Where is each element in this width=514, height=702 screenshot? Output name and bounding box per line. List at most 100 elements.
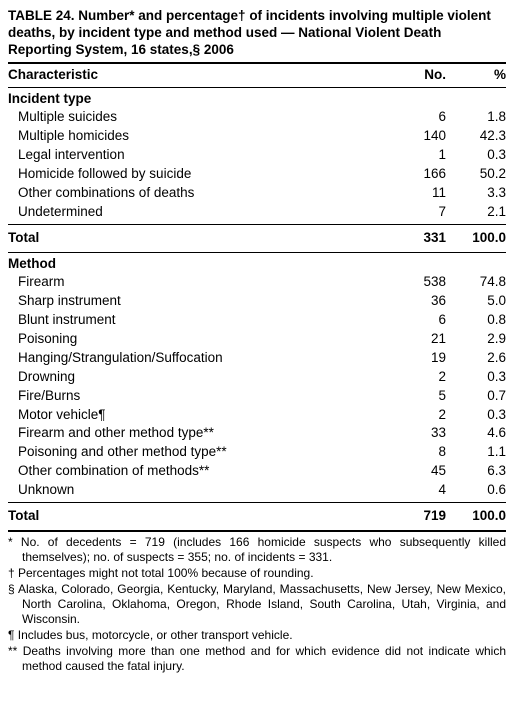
row-label: Poisoning bbox=[8, 330, 386, 349]
row-no: 166 bbox=[386, 165, 446, 184]
row-pct: 1.1 bbox=[446, 443, 506, 462]
footnote: † Percentages might not total 100% becau… bbox=[8, 566, 506, 581]
row-pct: 42.3 bbox=[446, 127, 506, 146]
row-pct: 1.8 bbox=[446, 108, 506, 127]
table-row: Firearm and other method type**334.6 bbox=[8, 424, 506, 443]
row-label: Sharp instrument bbox=[8, 292, 386, 311]
row-no: 11 bbox=[386, 184, 446, 203]
row-label: Drowning bbox=[8, 368, 386, 387]
table-row: Unknown40.6 bbox=[8, 481, 506, 500]
header-characteristic: Characteristic bbox=[8, 66, 386, 85]
row-no: 7 bbox=[386, 203, 446, 222]
row-label: Multiple homicides bbox=[8, 127, 386, 146]
section-header-row: Method bbox=[8, 255, 506, 274]
row-label: Fire/Burns bbox=[8, 387, 386, 406]
row-no: 1 bbox=[386, 146, 446, 165]
row-pct: 0.8 bbox=[446, 311, 506, 330]
row-no: 5 bbox=[386, 387, 446, 406]
table-row: Multiple homicides14042.3 bbox=[8, 127, 506, 146]
row-label: Blunt instrument bbox=[8, 311, 386, 330]
row-label: Firearm and other method type** bbox=[8, 424, 386, 443]
section-label: Method bbox=[8, 255, 506, 274]
row-no: 36 bbox=[386, 292, 446, 311]
row-label: Other combinations of deaths bbox=[8, 184, 386, 203]
table-row: Motor vehicle¶20.3 bbox=[8, 406, 506, 425]
header-pct: % bbox=[446, 66, 506, 85]
header-no: No. bbox=[386, 66, 446, 85]
table-row: Other combinations of deaths113.3 bbox=[8, 184, 506, 203]
table-row: Drowning20.3 bbox=[8, 368, 506, 387]
row-no: 33 bbox=[386, 424, 446, 443]
row-no: 19 bbox=[386, 349, 446, 368]
row-no: 2 bbox=[386, 406, 446, 425]
row-pct: 4.6 bbox=[446, 424, 506, 443]
total-pct: 100.0 bbox=[446, 227, 506, 250]
table-row: Fire/Burns50.7 bbox=[8, 387, 506, 406]
total-no: 719 bbox=[386, 505, 446, 528]
table-row: Blunt instrument60.8 bbox=[8, 311, 506, 330]
table-title: TABLE 24. Number* and percentage† of inc… bbox=[8, 8, 506, 59]
row-no: 6 bbox=[386, 108, 446, 127]
row-pct: 3.3 bbox=[446, 184, 506, 203]
row-pct: 0.7 bbox=[446, 387, 506, 406]
footnotes: * No. of decedents = 719 (includes 166 h… bbox=[8, 535, 506, 674]
total-label: Total bbox=[8, 505, 386, 528]
row-pct: 50.2 bbox=[446, 165, 506, 184]
total-no: 331 bbox=[386, 227, 446, 250]
total-label: Total bbox=[8, 227, 386, 250]
row-label: Hanging/Strangulation/Suffocation bbox=[8, 349, 386, 368]
total-rule bbox=[8, 502, 506, 503]
footnote: ¶ Includes bus, motorcycle, or other tra… bbox=[8, 628, 506, 643]
row-no: 45 bbox=[386, 462, 446, 481]
section-label: Incident type bbox=[8, 90, 506, 109]
row-pct: 0.6 bbox=[446, 481, 506, 500]
footnote: * No. of decedents = 719 (includes 166 h… bbox=[8, 535, 506, 565]
row-label: Motor vehicle¶ bbox=[8, 406, 386, 425]
table-row: Hanging/Strangulation/Suffocation192.6 bbox=[8, 349, 506, 368]
row-pct: 74.8 bbox=[446, 273, 506, 292]
table-row: Sharp instrument365.0 bbox=[8, 292, 506, 311]
row-pct: 0.3 bbox=[446, 406, 506, 425]
total-row: Total719100.0 bbox=[8, 505, 506, 528]
row-no: 8 bbox=[386, 443, 446, 462]
row-no: 4 bbox=[386, 481, 446, 500]
table-row: Homicide followed by suicide16650.2 bbox=[8, 165, 506, 184]
section-header-row: Incident type bbox=[8, 90, 506, 109]
row-label: Homicide followed by suicide bbox=[8, 165, 386, 184]
data-table: Characteristic No. % Incident typeMultip… bbox=[8, 66, 506, 528]
row-pct: 0.3 bbox=[446, 368, 506, 387]
rule-bottom bbox=[8, 530, 506, 532]
footnote: ** Deaths involving more than one method… bbox=[8, 644, 506, 674]
row-pct: 0.3 bbox=[446, 146, 506, 165]
row-label: Multiple suicides bbox=[8, 108, 386, 127]
rule-top bbox=[8, 62, 506, 64]
table-row: Poisoning and other method type**81.1 bbox=[8, 443, 506, 462]
header-row: Characteristic No. % bbox=[8, 66, 506, 85]
row-no: 2 bbox=[386, 368, 446, 387]
row-pct: 5.0 bbox=[446, 292, 506, 311]
row-no: 21 bbox=[386, 330, 446, 349]
row-label: Poisoning and other method type** bbox=[8, 443, 386, 462]
row-pct: 2.6 bbox=[446, 349, 506, 368]
row-no: 6 bbox=[386, 311, 446, 330]
footnote: § Alaska, Colorado, Georgia, Kentucky, M… bbox=[8, 582, 506, 627]
table-row: Multiple suicides61.8 bbox=[8, 108, 506, 127]
row-no: 538 bbox=[386, 273, 446, 292]
table-row: Undetermined72.1 bbox=[8, 203, 506, 222]
total-row: Total331100.0 bbox=[8, 227, 506, 250]
row-label: Other combination of methods** bbox=[8, 462, 386, 481]
total-rule bbox=[8, 224, 506, 225]
table-row: Firearm53874.8 bbox=[8, 273, 506, 292]
table-row: Legal intervention10.3 bbox=[8, 146, 506, 165]
table-row: Other combination of methods**456.3 bbox=[8, 462, 506, 481]
row-label: Unknown bbox=[8, 481, 386, 500]
row-label: Undetermined bbox=[8, 203, 386, 222]
row-no: 140 bbox=[386, 127, 446, 146]
section-rule bbox=[8, 252, 506, 253]
row-label: Legal intervention bbox=[8, 146, 386, 165]
section-rule bbox=[8, 87, 506, 88]
total-pct: 100.0 bbox=[446, 505, 506, 528]
row-label: Firearm bbox=[8, 273, 386, 292]
row-pct: 6.3 bbox=[446, 462, 506, 481]
table-row: Poisoning212.9 bbox=[8, 330, 506, 349]
